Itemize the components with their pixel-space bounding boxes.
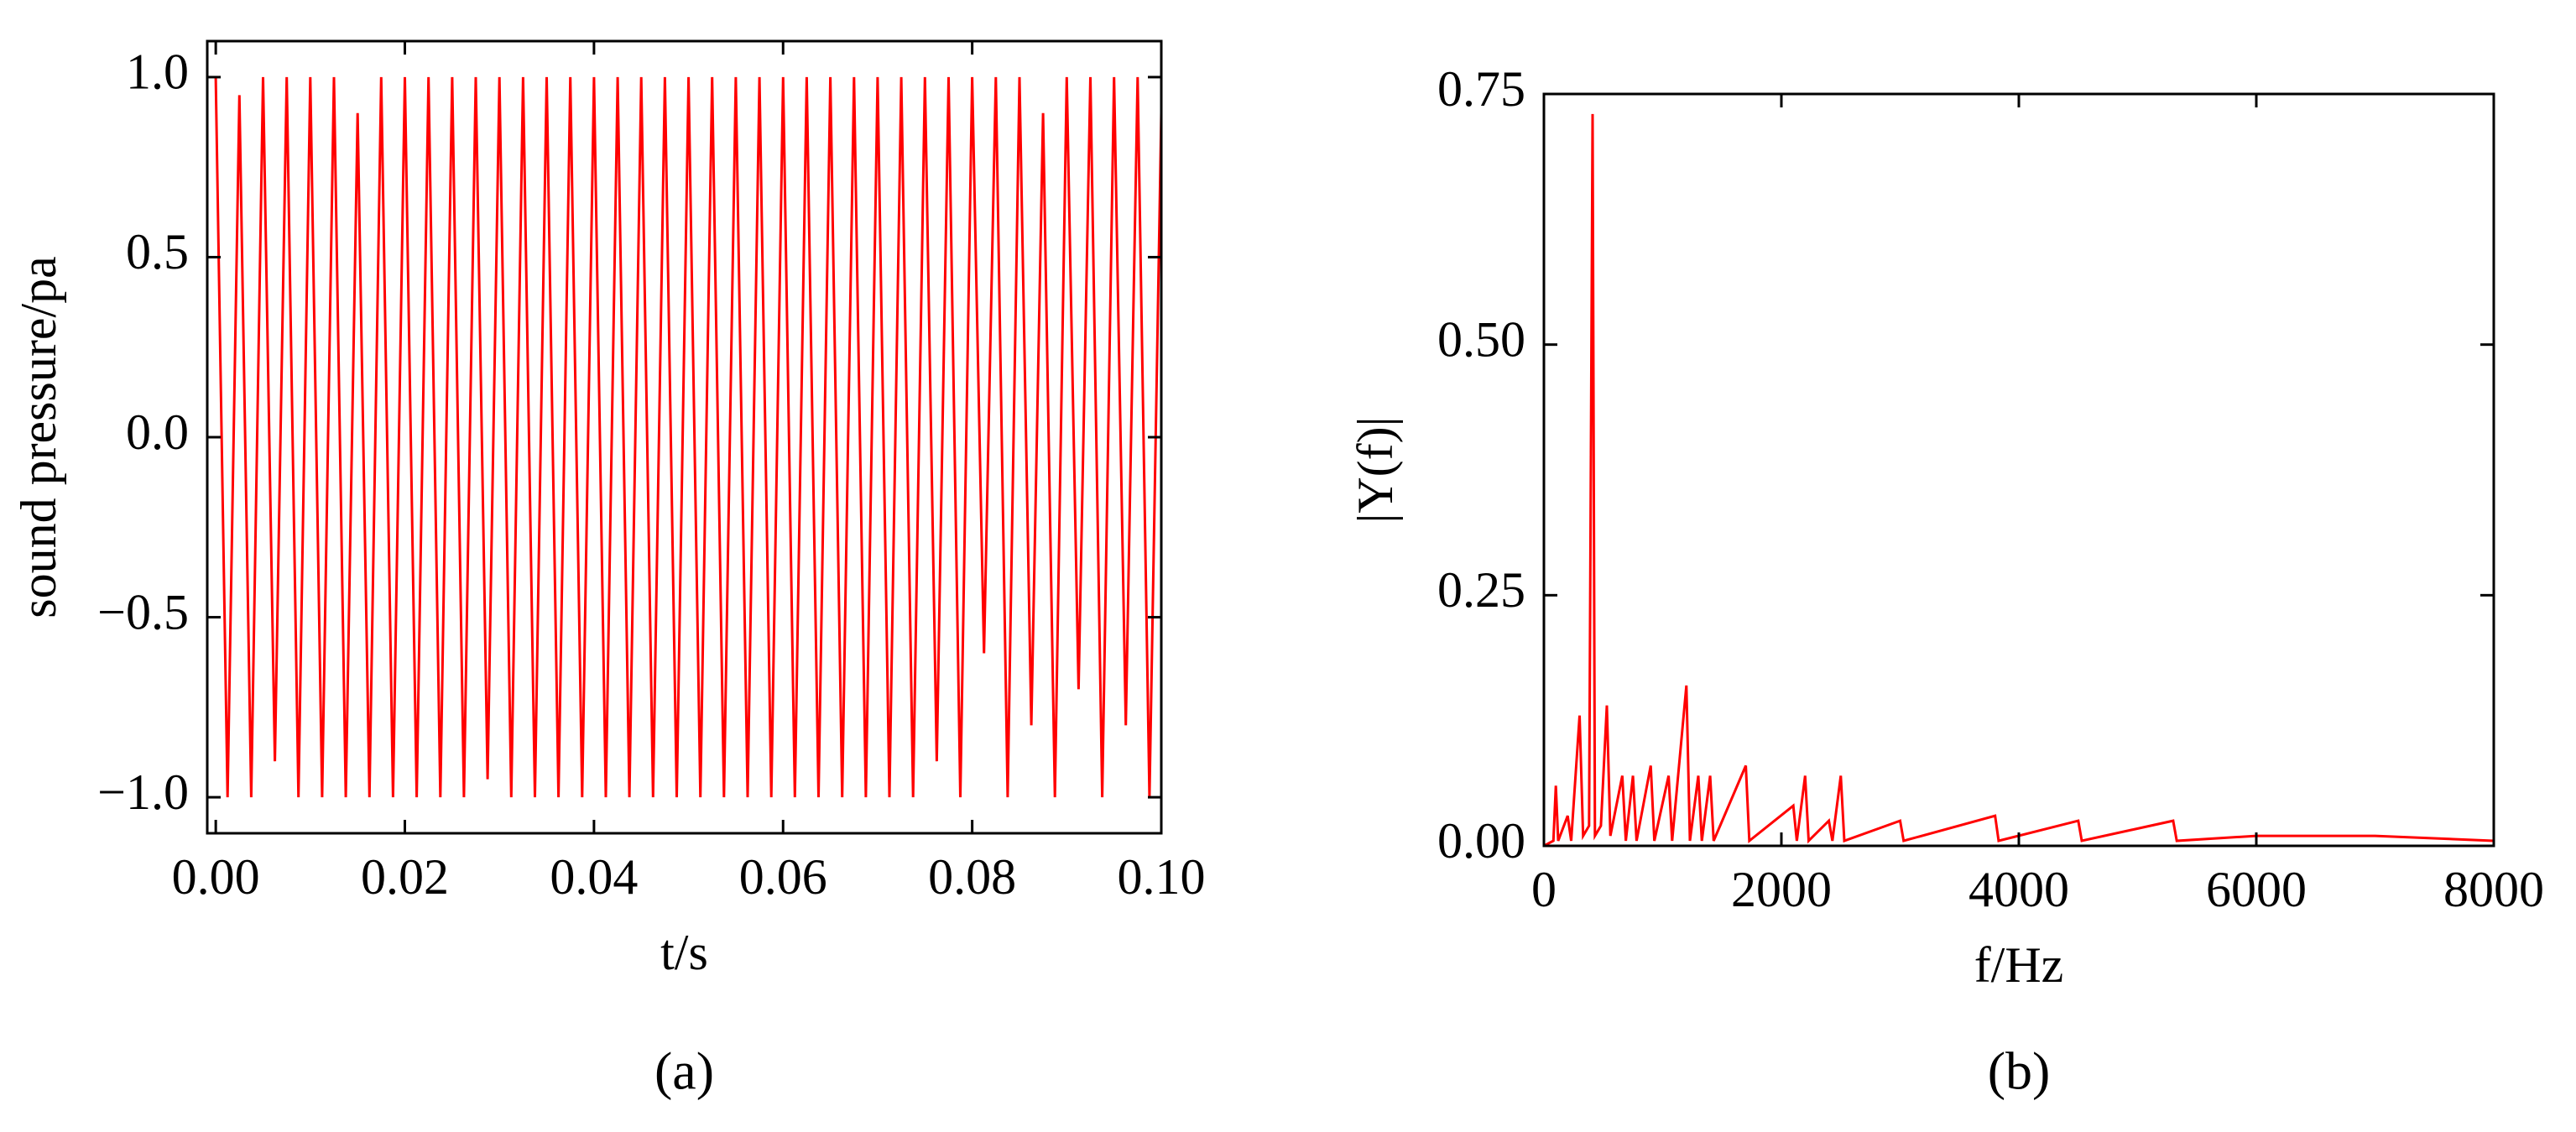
x-tick-label: 0 bbox=[1531, 862, 1557, 917]
x-tick-label: 4000 bbox=[1969, 862, 2069, 917]
x-tick-label: 0.00 bbox=[172, 849, 260, 905]
y-tick-label: 1.0 bbox=[126, 44, 189, 100]
x-tick-label: 0.04 bbox=[550, 849, 638, 905]
x-axis-label: t/s bbox=[660, 925, 708, 980]
panel-caption: (a) bbox=[654, 1041, 714, 1101]
y-tick-label: −1.0 bbox=[97, 764, 189, 820]
y-tick-label: 0.5 bbox=[126, 224, 189, 279]
x-tick-label: 0.10 bbox=[1118, 849, 1206, 905]
y-tick-label: −0.5 bbox=[97, 584, 189, 639]
x-tick-label: 0.08 bbox=[928, 849, 1016, 905]
x-tick-label: 0.06 bbox=[739, 849, 827, 905]
panel-caption: (b) bbox=[1988, 1041, 2051, 1101]
y-tick-label: 0.50 bbox=[1437, 311, 1525, 367]
data-line bbox=[214, 76, 1163, 798]
data-line bbox=[1543, 113, 2495, 848]
y-axis-label: |Y(f)| bbox=[1348, 416, 1403, 523]
x-tick-label: 8000 bbox=[2443, 862, 2544, 917]
x-tick-label: 6000 bbox=[2206, 862, 2307, 917]
y-axis-label: sound pressure/pa bbox=[11, 256, 66, 618]
y-tick-label: 0.0 bbox=[126, 404, 189, 460]
x-tick-label: 0.02 bbox=[361, 849, 449, 905]
y-tick-label: 0.25 bbox=[1437, 562, 1525, 618]
y-tick-label: 0.75 bbox=[1437, 61, 1525, 117]
x-axis-label: f/Hz bbox=[1974, 937, 2064, 993]
y-tick-label: 0.00 bbox=[1437, 813, 1525, 869]
x-tick-label: 2000 bbox=[1731, 862, 1832, 917]
